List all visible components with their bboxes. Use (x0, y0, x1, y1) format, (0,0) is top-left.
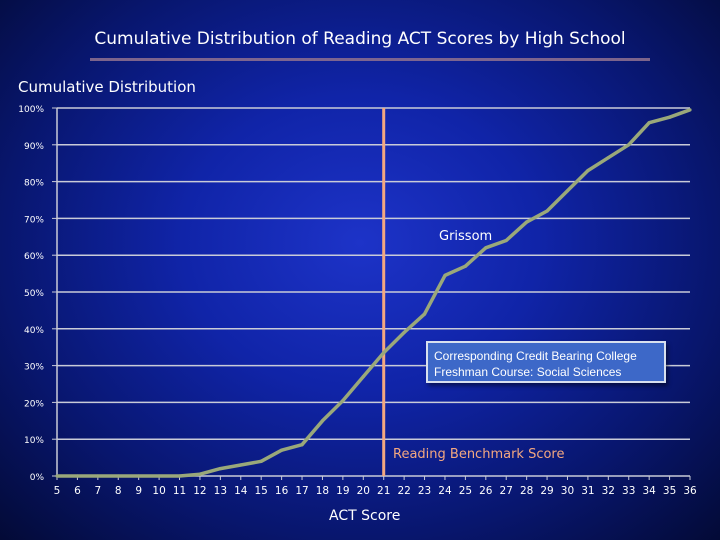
x-tick-label: 8 (115, 485, 122, 497)
x-tick-label: 31 (581, 485, 594, 497)
x-tick-label: 11 (173, 485, 186, 497)
data-point (565, 189, 570, 193)
x-tick-label: 16 (275, 485, 289, 497)
x-tick-label: 15 (255, 485, 268, 497)
x-tick-label: 22 (397, 485, 410, 497)
data-point (627, 143, 631, 147)
x-tick-label: 12 (193, 485, 206, 497)
y-tick-label: 30% (24, 363, 44, 373)
y-tick-label: 70% (24, 215, 44, 225)
x-tick-label: 10 (152, 485, 165, 497)
x-tick-label: 19 (336, 485, 349, 497)
x-tick-label: 23 (418, 485, 431, 497)
data-point (198, 472, 202, 476)
data-point (218, 467, 222, 471)
x-tick-label: 32 (602, 485, 615, 497)
x-tick-label: 20 (357, 485, 370, 497)
data-point (55, 474, 59, 478)
x-tick-label: 21 (377, 485, 390, 497)
data-point (259, 459, 263, 463)
x-tick-label: 33 (622, 485, 635, 497)
y-tick-label: 40% (24, 326, 44, 336)
x-tick-label: 17 (295, 485, 308, 497)
x-tick-label: 7 (94, 485, 101, 497)
x-tick-label: 14 (234, 485, 248, 497)
series-line-grissom (57, 108, 691, 478)
data-point (96, 474, 100, 478)
data-point (402, 330, 406, 335)
data-point (116, 474, 120, 478)
data-point (361, 375, 365, 379)
x-tick-label: 36 (683, 485, 697, 497)
data-point (177, 474, 182, 478)
y-tick-label: 20% (24, 399, 44, 409)
y-tick-label: 0% (30, 473, 45, 483)
x-tick-label: 13 (214, 485, 227, 497)
y-axis-label: Cumulative Distribution (18, 78, 196, 96)
y-tick-label: 60% (24, 252, 44, 262)
data-point (422, 312, 427, 316)
y-tick-label: 50% (24, 289, 44, 299)
data-point (280, 448, 284, 452)
data-point (667, 115, 672, 119)
data-point (504, 238, 508, 243)
x-tick-label: 35 (663, 485, 676, 497)
data-point (157, 474, 161, 478)
data-point (586, 168, 590, 173)
data-point (75, 474, 80, 478)
x-tick-label: 30 (561, 485, 574, 497)
y-tick-label: 90% (24, 142, 44, 152)
x-tick-label: 28 (520, 485, 533, 497)
x-tick-label: 6 (74, 485, 81, 497)
data-point (606, 156, 610, 160)
data-point (300, 443, 304, 447)
data-point (463, 264, 467, 268)
data-point (484, 246, 488, 250)
data-point (382, 351, 386, 355)
data-point (647, 121, 651, 125)
y-tick-label: 100% (18, 105, 44, 115)
course-callout: Corresponding Credit Bearing College Fre… (426, 341, 666, 383)
data-point (137, 474, 141, 478)
data-point (443, 273, 447, 278)
data-point (239, 463, 243, 467)
x-tick-label: 9 (135, 485, 142, 497)
benchmark-label: Reading Benchmark Score (393, 447, 565, 462)
y-tick-label: 80% (24, 179, 44, 189)
data-point (525, 220, 529, 224)
x-axis-label: ACT Score (329, 508, 401, 524)
x-tick-label: 34 (642, 485, 656, 497)
chart-title: Cumulative Distribution of Reading ACT S… (94, 29, 626, 49)
data-point (320, 419, 325, 423)
x-tick-label: 25 (459, 485, 472, 497)
x-tick-label: 5 (54, 485, 61, 497)
x-tick-label: 26 (479, 485, 493, 497)
series-label-grissom: Grissom (439, 229, 493, 244)
data-point (341, 398, 345, 403)
x-tick-label: 27 (500, 485, 513, 497)
x-tick-label: 24 (438, 485, 452, 497)
y-tick-label: 10% (24, 436, 44, 446)
x-tick-label: 29 (540, 485, 553, 497)
title-underline (90, 58, 650, 61)
x-tick-label: 18 (316, 485, 329, 497)
data-point (545, 209, 549, 213)
data-point (688, 108, 692, 112)
